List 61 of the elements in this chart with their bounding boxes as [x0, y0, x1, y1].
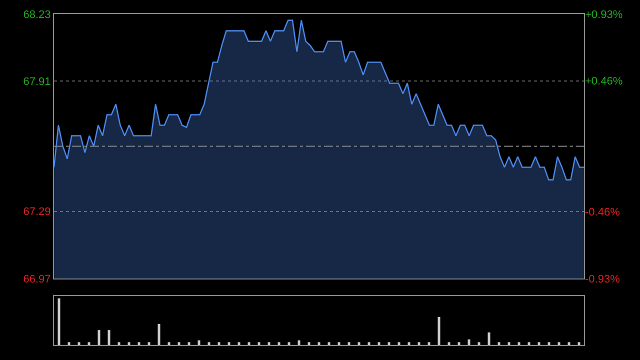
- bar: [318, 342, 320, 345]
- bar: [518, 342, 520, 345]
- bar: [438, 317, 440, 345]
- bar: [458, 342, 460, 345]
- bar: [488, 332, 490, 345]
- bar: [328, 342, 330, 345]
- bar: [478, 342, 480, 345]
- bar: [148, 342, 150, 345]
- y-tick-label: 66.97: [23, 273, 51, 286]
- bar: [118, 342, 120, 345]
- bar: [208, 342, 210, 345]
- bar: [358, 342, 360, 345]
- bar: [418, 342, 420, 345]
- bar: [88, 342, 90, 345]
- y2-tick-label: -0.93%: [585, 273, 620, 286]
- bar: [258, 342, 260, 345]
- bar: [228, 342, 230, 345]
- bar: [548, 342, 550, 345]
- bar: [378, 342, 380, 345]
- bar: [428, 342, 430, 345]
- bar: [528, 342, 530, 345]
- bar: [188, 342, 190, 345]
- bar: [78, 342, 80, 345]
- bar: [198, 340, 200, 345]
- y2-tick-label: +0.46%: [585, 76, 623, 88]
- bar: [568, 342, 570, 345]
- bar: [448, 342, 450, 345]
- bar: [298, 340, 300, 345]
- bar: [368, 342, 370, 345]
- bar: [338, 342, 340, 345]
- y-tick-label: 67.29: [23, 206, 51, 218]
- bar: [578, 342, 580, 345]
- bar: [108, 330, 110, 345]
- bar: [348, 342, 350, 345]
- bar: [168, 342, 170, 345]
- y2-tick-label: -0.46%: [585, 206, 620, 218]
- bar: [388, 342, 390, 345]
- bar: [238, 342, 240, 345]
- bar: [558, 342, 560, 345]
- bar: [468, 339, 470, 345]
- bar: [498, 342, 500, 345]
- bar: [138, 342, 140, 345]
- bar: [158, 324, 160, 345]
- bar: [288, 342, 290, 345]
- bar: [248, 342, 250, 345]
- bar: [408, 342, 410, 345]
- y2-tick-label: +0.93%: [585, 8, 623, 21]
- bar: [128, 342, 130, 345]
- bar: [398, 342, 400, 345]
- bar: [98, 330, 100, 345]
- bar: [268, 342, 270, 345]
- bar: [68, 342, 70, 345]
- bar: [178, 342, 180, 345]
- bar: [278, 342, 280, 345]
- y-tick-label: 68.23: [23, 8, 51, 21]
- y-tick-label: 67.91: [23, 76, 51, 88]
- bar: [308, 342, 310, 345]
- bar: [508, 342, 510, 345]
- bar: [58, 298, 60, 345]
- bar: [218, 342, 220, 345]
- bar: [538, 342, 540, 345]
